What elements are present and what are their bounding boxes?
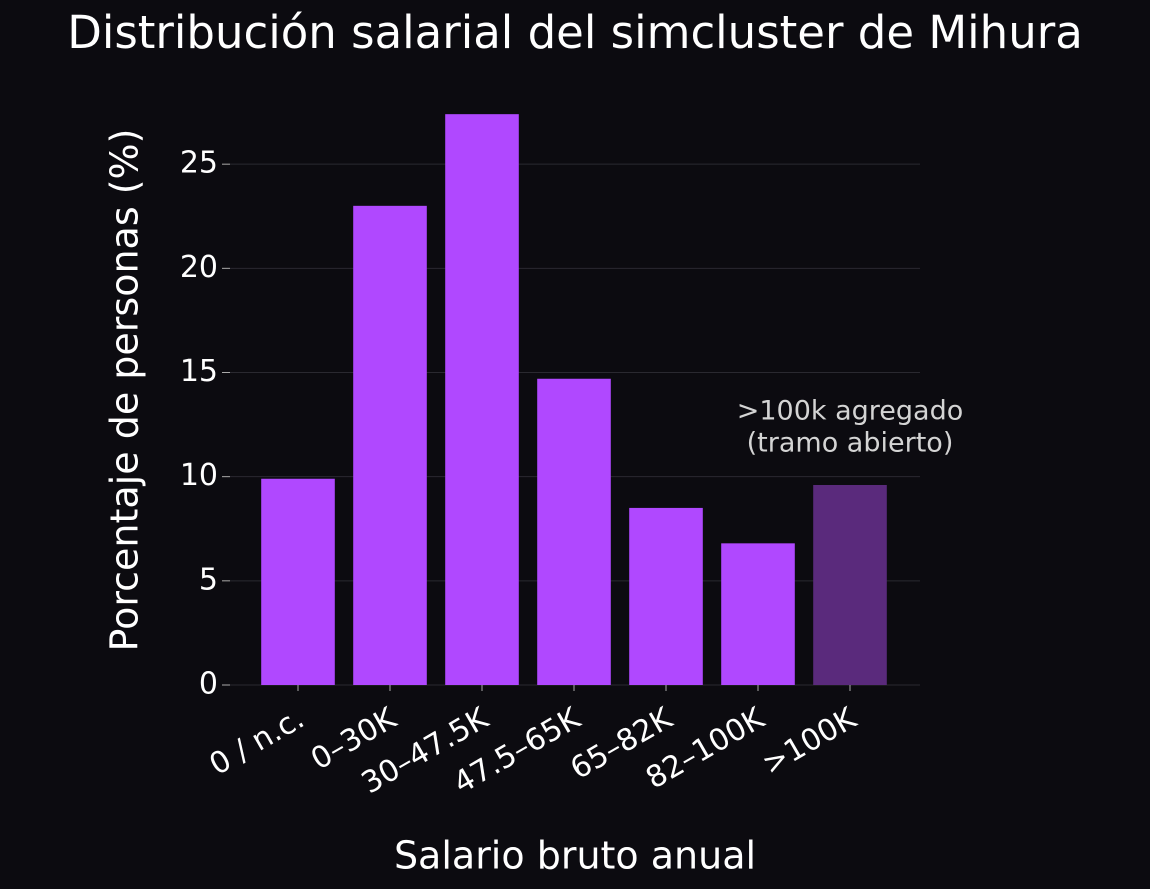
y-tick-label: 25 <box>180 146 218 181</box>
y-axis-label: Porcentaje de personas (%) <box>103 129 147 652</box>
annotation: >100k agregado <box>737 396 964 427</box>
y-tick-label: 15 <box>180 354 218 389</box>
annotation: (tramo abierto) <box>747 428 954 459</box>
bar <box>537 378 611 685</box>
bar <box>353 205 427 686</box>
chart-title: Distribución salarial del simcluster de … <box>67 6 1083 59</box>
x-axis-label: Salario bruto anual <box>394 834 756 878</box>
bar <box>721 543 795 685</box>
y-tick-label: 5 <box>199 562 218 597</box>
y-tick-label: 20 <box>180 250 218 285</box>
bar <box>261 478 335 685</box>
bar <box>629 507 703 685</box>
bar <box>813 485 887 685</box>
y-tick-label: 0 <box>199 667 218 702</box>
y-tick-label: 10 <box>180 458 218 493</box>
bar <box>445 114 519 685</box>
